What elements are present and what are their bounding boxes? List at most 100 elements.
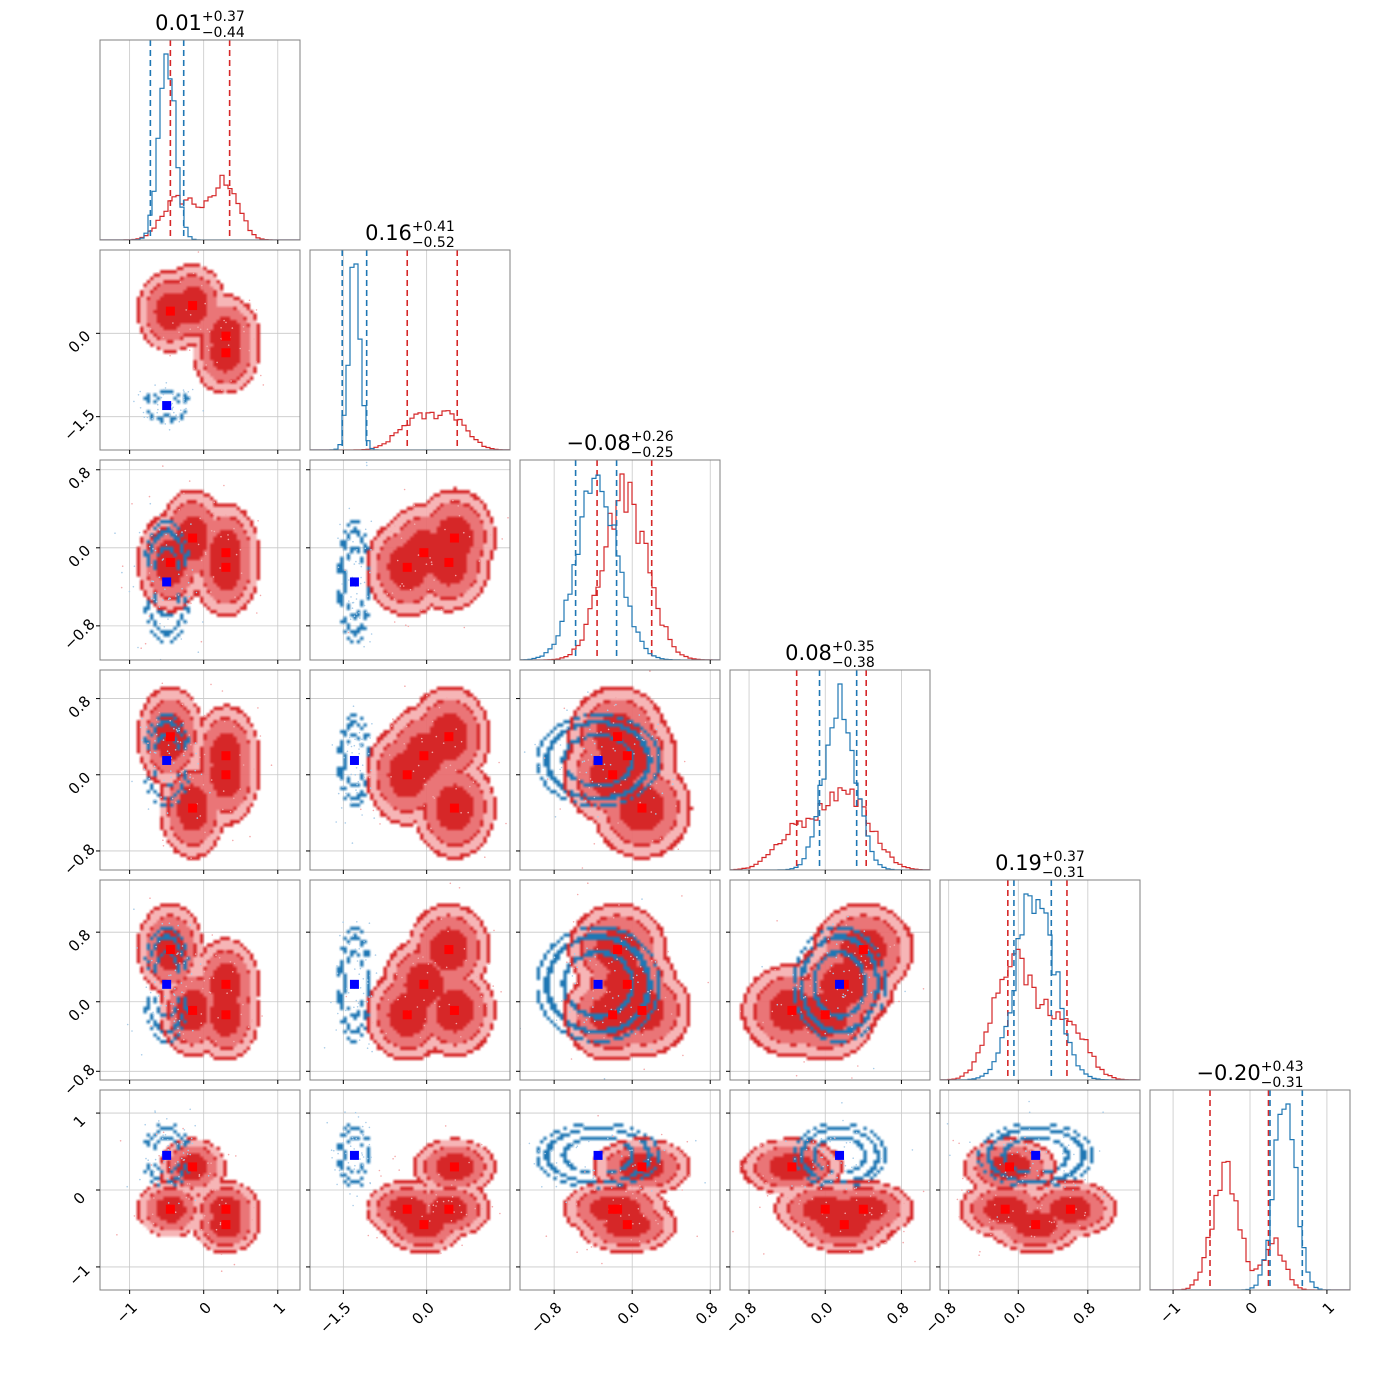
- blue-sample-point: [630, 1006, 632, 1009]
- red-sample-point: [427, 839, 430, 842]
- blue-sample-point: [827, 938, 830, 940]
- blue-sample-point: [559, 744, 562, 746]
- red-sample-point: [414, 570, 417, 572]
- blue-marker: [835, 1150, 845, 1160]
- blue-sample-point: [352, 1139, 354, 1142]
- red-sample-point: [192, 272, 195, 275]
- blue-sample-point: [576, 1145, 579, 1147]
- panel-frame: [99, 249, 301, 451]
- blue-sample-point: [369, 787, 372, 789]
- red-sample-point: [1021, 1155, 1024, 1157]
- blue-sample-point: [158, 940, 161, 943]
- blue-sample-point: [835, 956, 838, 959]
- blue-sample-point: [164, 423, 167, 425]
- red-sample-point: [410, 1197, 413, 1200]
- red-sample-point: [612, 722, 615, 724]
- red-sample-point: [253, 1206, 255, 1209]
- blue-sample-point: [182, 1141, 185, 1144]
- red-sample-point: [573, 967, 575, 970]
- blue-sample-point: [152, 1011, 154, 1014]
- blue-sample-point: [145, 726, 148, 728]
- red-sample-point: [220, 327, 222, 329]
- y-tick-label: −1.5: [60, 406, 98, 444]
- blue-sample-point: [335, 1029, 338, 1031]
- blue-sample-point: [581, 761, 584, 763]
- red-sample-point: [613, 791, 616, 793]
- red-sample-point: [219, 567, 221, 569]
- blue-sample-point: [851, 1166, 853, 1169]
- blue-sample-point: [1036, 1170, 1038, 1172]
- blue-sample-point: [859, 977, 861, 979]
- red-sample-point: [759, 1206, 761, 1209]
- blue-sample-point: [201, 621, 204, 623]
- blue-sample-point: [366, 982, 369, 985]
- x-tick-label: 0.0: [408, 1299, 438, 1329]
- red-sample-point: [803, 1061, 805, 1063]
- panel-frame: [519, 879, 721, 1081]
- red-sample-point: [409, 588, 412, 591]
- blue-sample-point: [558, 1171, 561, 1173]
- red-sample-point: [239, 754, 241, 756]
- blue-sample-point: [566, 709, 568, 711]
- blue-marker: [1031, 1150, 1041, 1160]
- blue-sample-point: [633, 935, 635, 937]
- blue-sample-point: [375, 972, 378, 974]
- blue-sample-point: [178, 727, 180, 730]
- blue-marker: [593, 1150, 603, 1160]
- red-sample-point: [151, 1213, 154, 1216]
- blue-sample-point: [181, 945, 184, 947]
- red-sample-point: [588, 786, 591, 789]
- red-sample-point: [133, 1215, 136, 1217]
- blue-sample-point: [587, 691, 589, 693]
- blue-sample-point: [357, 1116, 360, 1118]
- red-sample-point: [209, 1172, 211, 1175]
- blue-sample-point: [341, 583, 344, 585]
- red-sample-point: [204, 377, 206, 379]
- blue-sample-point: [185, 407, 187, 410]
- red-sample-point: [179, 962, 181, 964]
- red-sample-point: [242, 1003, 244, 1006]
- blue-sample-point: [175, 533, 178, 536]
- red-sample-point: [202, 987, 204, 990]
- blue-sample-point: [176, 953, 178, 956]
- x-tick-label: 0.0: [614, 1299, 644, 1329]
- red-sample-point: [119, 1140, 122, 1142]
- red-sample-point: [655, 782, 658, 785]
- red-sample-point: [616, 698, 618, 700]
- red-sample-point: [650, 811, 653, 813]
- red-sample-point: [210, 1162, 212, 1164]
- y-tick-label: 0.8: [65, 463, 95, 493]
- red-marker: [419, 1220, 429, 1230]
- blue-sample-point: [170, 1003, 172, 1005]
- blue-sample-point: [949, 1154, 951, 1157]
- red-sample-point: [635, 1197, 638, 1199]
- red-sample-point: [477, 1222, 480, 1225]
- density-image: [940, 1090, 1140, 1290]
- red-sample-point: [465, 1213, 468, 1216]
- red-sample-point: [766, 1195, 769, 1197]
- blue-sample-point: [170, 974, 172, 976]
- red-sample-point: [433, 797, 436, 799]
- panel-bg: [940, 880, 1140, 1080]
- red-sample-point: [574, 787, 576, 790]
- blue-sample-point: [346, 604, 348, 606]
- red-marker: [444, 1204, 454, 1214]
- red-sample-point: [855, 1192, 858, 1195]
- panel-frame: [99, 669, 301, 871]
- y-tick-label: 1: [70, 1112, 89, 1131]
- blue-sample-point: [828, 1174, 830, 1176]
- blue-sample-point: [374, 954, 377, 956]
- red-sample-point: [188, 788, 191, 791]
- blue-sample-point: [1028, 1128, 1031, 1130]
- red-sample-point: [420, 609, 423, 611]
- blue-sample-point: [162, 599, 164, 601]
- blue-sample-point: [600, 731, 602, 733]
- blue-sample-point: [178, 420, 181, 423]
- red-sample-point: [1050, 1221, 1053, 1224]
- red-sample-point: [673, 1216, 676, 1218]
- red-sample-point: [499, 1212, 501, 1215]
- blue-sample-point: [173, 411, 175, 414]
- red-sample-point: [877, 1246, 880, 1249]
- red-sample-point: [175, 1017, 177, 1020]
